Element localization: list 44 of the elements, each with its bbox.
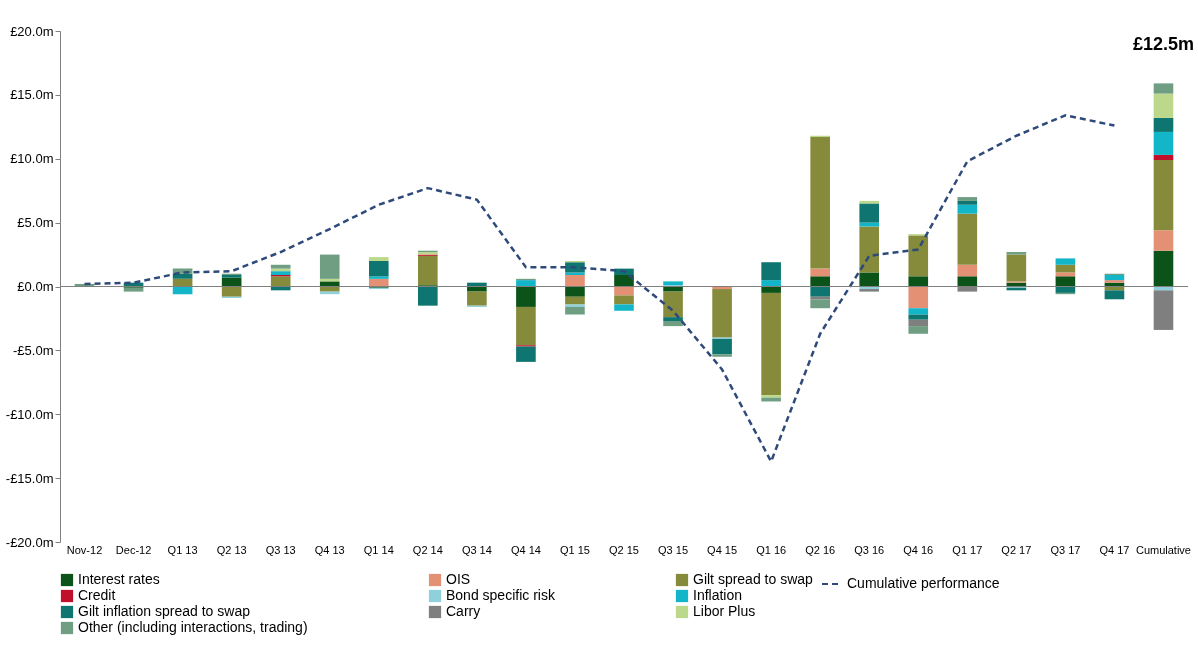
x-tick-label: Q3 17 xyxy=(1050,543,1081,556)
legend-label: OIS xyxy=(446,571,471,587)
y-tick-label: £20.0m xyxy=(10,23,54,39)
legend-label: Bond specific risk xyxy=(446,587,556,603)
legend-label: Other (including interactions, trading) xyxy=(78,619,308,635)
x-tick-label: Q3 13 xyxy=(265,543,296,556)
y-tick-label: £15.0m xyxy=(10,87,54,103)
legend-label: Libor Plus xyxy=(693,603,756,619)
x-tick-label: Q1 15 xyxy=(559,543,590,556)
legend-label: Gilt inflation spread to swap xyxy=(78,603,251,619)
legend-label: Gilt spread to swap xyxy=(693,571,814,587)
annotation: £12.5m xyxy=(1132,34,1195,54)
y-tick-label: -£20.0m xyxy=(5,534,54,550)
x-tick-label: Q4 13 xyxy=(314,543,345,556)
y-tick-label: -£5.0m xyxy=(13,342,54,358)
x-tick-label: Q2 13 xyxy=(216,543,247,556)
x-tick-label: Q2 16 xyxy=(805,543,836,556)
legend-label: Inflation xyxy=(693,587,743,603)
x-tick-label: Nov-12 xyxy=(66,543,103,556)
y-tick-label: £0.0m xyxy=(17,279,54,294)
x-tick-label: Q2 15 xyxy=(609,543,639,556)
legend-label: Carry xyxy=(446,603,481,619)
y-tick-label: £5.0m xyxy=(17,215,54,231)
x-tick-label: Q2 14 xyxy=(412,543,443,556)
y-tick-label: -£10.0m xyxy=(5,406,54,422)
x-tick-label: Q1 16 xyxy=(756,543,787,556)
x-tick-label: Q1 17 xyxy=(952,543,983,556)
x-tick-label: Q1 13 xyxy=(167,543,198,556)
legend-label: Interest rates xyxy=(78,571,160,587)
x-tick-label: Q4 17 xyxy=(1099,543,1130,556)
x-tick-label: Q4 14 xyxy=(510,543,541,556)
x-tick-label: Q1 14 xyxy=(363,543,394,556)
legend-label: Credit xyxy=(78,587,116,603)
y-tick-label: £10.0m xyxy=(10,151,54,167)
x-tick-label: Q3 16 xyxy=(854,543,885,556)
y-tick-label: -£15.0m xyxy=(5,470,54,486)
legend-label: Cumulative performance xyxy=(847,575,1000,591)
x-tick-label: Q2 17 xyxy=(1001,543,1032,556)
x-tick-label: Q4 16 xyxy=(903,543,934,556)
x-tick-label: Cumulative xyxy=(1135,543,1191,556)
x-tick-label: Q4 15 xyxy=(707,543,738,556)
x-tick-label: Q3 15 xyxy=(658,543,689,556)
x-tick-label: Dec-12 xyxy=(115,543,152,556)
x-tick-label: Q3 14 xyxy=(461,543,492,556)
